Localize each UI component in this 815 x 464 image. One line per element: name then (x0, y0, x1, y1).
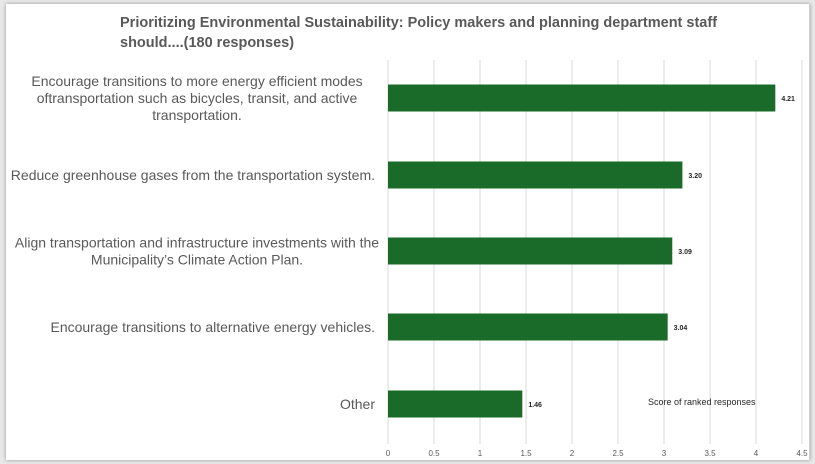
category-label: Encourage transitions to more energy eff… (31, 73, 362, 89)
annotation-score-label: Score of ranked responses (648, 397, 756, 407)
bar (388, 84, 776, 112)
bar (388, 313, 668, 341)
category-label: Other (340, 396, 375, 412)
data-label: 3.04 (674, 325, 688, 332)
chart-card: Prioritizing Environmental Sustainabilit… (6, 4, 810, 460)
category-label: Reduce greenhouse gases from the transpo… (11, 167, 375, 183)
bar (388, 237, 673, 265)
x-tick-label: 4 (754, 449, 759, 458)
category-label: Align transportation and infrastructure … (15, 235, 379, 251)
chart-title-line-2: should....(180 responses) (120, 35, 295, 51)
x-tick-label: 0.5 (428, 449, 440, 458)
chart-title-line-1: Prioritizing Environmental Sustainabilit… (120, 15, 718, 31)
bar (388, 161, 683, 189)
category-label: oftransportation such as bicycles, trans… (37, 90, 358, 106)
x-tick-label: 2.5 (612, 449, 624, 458)
bar (388, 390, 523, 418)
data-label: 4.21 (781, 96, 795, 103)
x-tick-label: 2 (570, 449, 575, 458)
x-tick-label: 3.5 (704, 449, 716, 458)
data-label: 3.09 (678, 249, 692, 256)
x-tick-label: 1.5 (520, 449, 532, 458)
category-label: transportation. (152, 107, 242, 123)
category-label: Municipality’s Climate Action Plan. (91, 252, 303, 268)
x-tick-label: 1 (478, 449, 483, 458)
chart-title: Prioritizing Environmental Sustainabilit… (120, 13, 760, 53)
data-label: 3.20 (688, 173, 702, 180)
x-tick-label: 4.5 (796, 449, 808, 458)
category-label: Encourage transitions to alternative ene… (50, 319, 375, 335)
data-label: 1.46 (528, 402, 542, 409)
x-tick-label: 3 (662, 449, 667, 458)
x-tick-label: 0 (386, 449, 391, 458)
